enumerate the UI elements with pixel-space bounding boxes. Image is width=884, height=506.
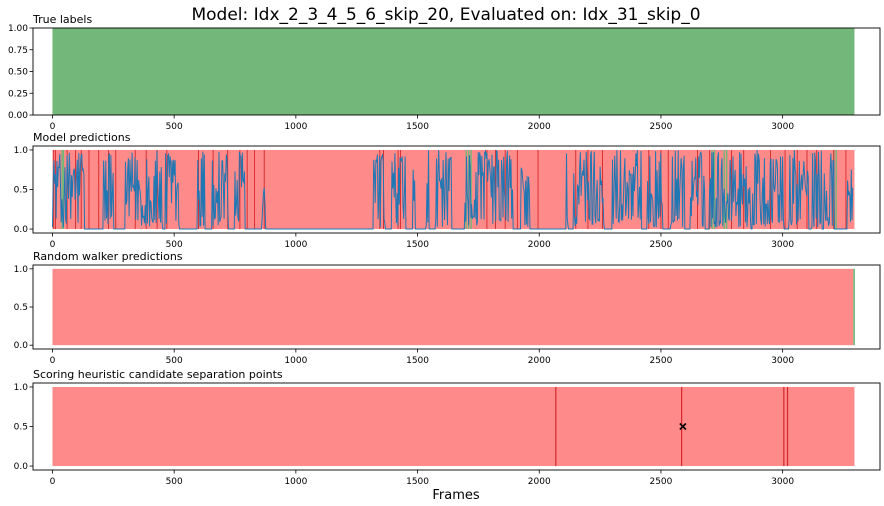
x-tick-label: 1500 (406, 356, 429, 366)
x-tick-label: 1000 (284, 477, 307, 487)
x-tick-label: 1500 (406, 477, 429, 487)
y-tick-label: 0.5 (14, 303, 28, 313)
x-tick-label: 2000 (528, 356, 551, 366)
x-tick-label: 2500 (649, 356, 672, 366)
x-tick-label: 0 (50, 122, 56, 132)
y-tick-label: 0.0 (14, 225, 29, 235)
y-tick-label: 1.0 (14, 146, 29, 156)
subplot-title: Model predictions (33, 131, 131, 144)
subplot-title: True labels (32, 13, 92, 26)
x-tick-label: 3000 (771, 477, 794, 487)
label-segment (52, 268, 854, 346)
label-segment (52, 28, 855, 115)
figure-title: Model: Idx_2_3_4_5_6_skip_20, Evaluated … (191, 5, 700, 25)
x-tick-label: 1500 (406, 122, 429, 132)
x-tick-label: 0 (50, 477, 56, 487)
y-tick-label: 0.00 (8, 111, 28, 121)
prediction-series-line (52, 149, 854, 230)
selected-separation-marker (679, 422, 687, 431)
x-tick-label: 2500 (649, 122, 672, 132)
subplot-title: Scoring heuristic candidate separation p… (33, 368, 283, 381)
subplot-4: Scoring heuristic candidate separation p… (14, 368, 881, 487)
y-tick-label: 0.5 (14, 186, 28, 196)
x-tick-label: 2500 (649, 477, 672, 487)
x-tick-label: 2000 (528, 477, 551, 487)
x-tick-label: 1500 (406, 240, 429, 250)
x-tick-label: 2000 (528, 240, 551, 250)
y-tick-label: 0.0 (14, 462, 29, 472)
x-tick-label: 3000 (771, 356, 794, 366)
subplot-3: Random walker predictions 0 500 1000 1500 200… (14, 250, 881, 366)
y-tick-label: 1.00 (8, 24, 28, 34)
x-tick-label: 500 (166, 122, 183, 132)
y-tick-label: 0.5 (14, 423, 28, 433)
y-tick-label: 1.0 (14, 265, 29, 275)
x-tick-label: 0 (50, 240, 56, 250)
x-tick-label: 1000 (284, 122, 307, 132)
y-tick-label: 1.0 (14, 383, 29, 393)
x-tick-label: 0 (50, 356, 56, 366)
x-tick-label: 500 (166, 240, 183, 250)
x-tick-label: 3000 (771, 240, 794, 250)
x-tick-label: 2000 (528, 122, 551, 132)
label-segment (853, 268, 855, 346)
x-tick-label: 1000 (284, 240, 307, 250)
label-segment (52, 386, 855, 467)
y-tick-label: 0.25 (8, 89, 28, 99)
y-tick-label: 0.50 (8, 68, 28, 78)
x-tick-label: 1000 (284, 356, 307, 366)
y-tick-label: 0.75 (8, 46, 28, 56)
x-tick-label: 2500 (649, 240, 672, 250)
y-tick-label: 0.0 (14, 341, 29, 351)
x-axis-label: Frames (432, 488, 480, 503)
subplot-2: Model predictions 0 500 1000 1500 2000 2500 300… (14, 131, 881, 250)
subplot-1: True labels 0 500 1000 1500 2000 2500 3000 0.00 0… (8, 13, 881, 132)
subplot-title: Random walker predictions (33, 250, 183, 263)
x-tick-label: 500 (166, 356, 183, 366)
x-tick-label: 3000 (771, 122, 794, 132)
x-tick-label: 500 (166, 477, 183, 487)
